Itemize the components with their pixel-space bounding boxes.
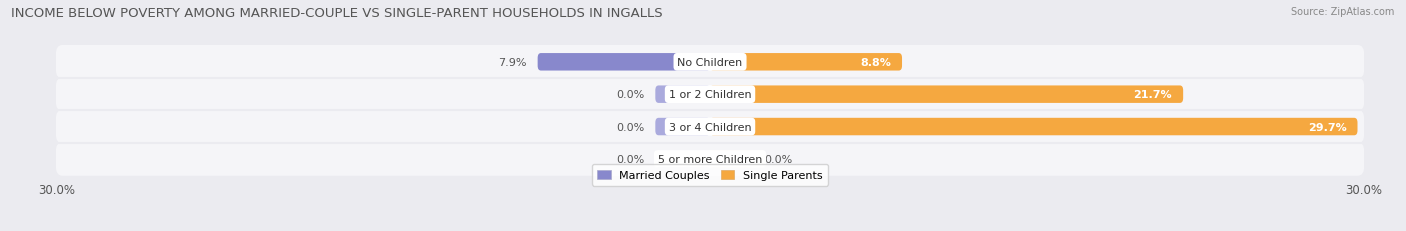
FancyBboxPatch shape	[56, 78, 1364, 112]
Text: 0.0%: 0.0%	[616, 122, 644, 132]
Text: 0.0%: 0.0%	[765, 154, 793, 164]
Text: 3 or 4 Children: 3 or 4 Children	[669, 122, 751, 132]
Legend: Married Couples, Single Parents: Married Couples, Single Parents	[592, 164, 828, 186]
Text: INCOME BELOW POVERTY AMONG MARRIED-COUPLE VS SINGLE-PARENT HOUSEHOLDS IN INGALLS: INCOME BELOW POVERTY AMONG MARRIED-COUPL…	[11, 7, 662, 20]
Text: 7.9%: 7.9%	[499, 58, 527, 67]
Text: 0.0%: 0.0%	[616, 154, 644, 164]
FancyBboxPatch shape	[710, 118, 1358, 136]
Text: 8.8%: 8.8%	[860, 58, 891, 67]
FancyBboxPatch shape	[710, 86, 1184, 103]
FancyBboxPatch shape	[710, 54, 903, 71]
FancyBboxPatch shape	[56, 46, 1364, 79]
FancyBboxPatch shape	[537, 54, 710, 71]
Text: 1 or 2 Children: 1 or 2 Children	[669, 90, 751, 100]
FancyBboxPatch shape	[655, 86, 710, 103]
Text: 0.0%: 0.0%	[616, 90, 644, 100]
FancyBboxPatch shape	[710, 151, 754, 168]
FancyBboxPatch shape	[655, 118, 710, 136]
Text: 21.7%: 21.7%	[1133, 90, 1173, 100]
Text: Source: ZipAtlas.com: Source: ZipAtlas.com	[1291, 7, 1395, 17]
FancyBboxPatch shape	[56, 110, 1364, 144]
Text: 5 or more Children: 5 or more Children	[658, 154, 762, 164]
FancyBboxPatch shape	[56, 143, 1364, 176]
Text: No Children: No Children	[678, 58, 742, 67]
FancyBboxPatch shape	[655, 151, 710, 168]
Text: 29.7%: 29.7%	[1308, 122, 1347, 132]
